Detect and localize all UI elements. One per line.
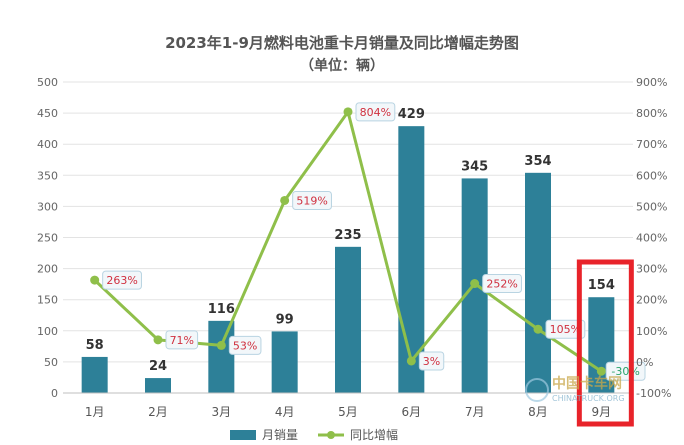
percent-label: 252%	[486, 278, 517, 291]
percent-label-box	[418, 351, 445, 371]
bar-value-label: 24	[149, 359, 167, 374]
y-right-tick-label: 500%	[636, 200, 667, 213]
y-left-tick-label: 350	[37, 169, 58, 182]
highlight-box	[576, 259, 634, 427]
legend[interactable]: 月销量 同比增幅	[230, 427, 398, 442]
bar-value-label: 116	[208, 302, 235, 317]
percent-label: 71%	[170, 334, 194, 347]
y-right-tick-label: 700%	[636, 138, 667, 151]
y-left-tick-label: 300	[37, 200, 58, 213]
legend-line-marker	[327, 431, 335, 439]
growth-point	[406, 356, 416, 366]
bar	[208, 320, 235, 393]
watermark-subtext: CHINATRUCK.ORG	[552, 394, 625, 403]
growth-point	[153, 335, 163, 345]
y-right-tick-label: 600%	[636, 169, 667, 182]
data-labels: 58 24 116 99 235 429 345 354 154 263% 71% 53% 519% 80…	[86, 102, 646, 381]
y-right-tick-label: 300%	[636, 263, 667, 276]
x-tick-label: 6月	[402, 405, 422, 419]
highlight-annotation	[576, 259, 634, 427]
bar-value-label: 354	[524, 154, 551, 169]
growth-point	[216, 340, 226, 350]
bar	[335, 246, 361, 393]
growth-point	[533, 324, 543, 334]
bar	[525, 172, 551, 393]
bar	[271, 331, 298, 393]
percent-label-box	[605, 361, 646, 381]
percent-label: 519%	[296, 194, 327, 207]
y-left-tick-label: 400	[37, 138, 58, 151]
percent-label-box	[482, 274, 522, 294]
y-left-tick-label: 250	[37, 232, 58, 245]
y-left-tick-label: 0	[51, 387, 58, 400]
watermark: 中国卡车网 CHINATRUCK.ORG	[525, 375, 625, 403]
legend-line-label: 同比增幅	[350, 427, 398, 442]
percent-label-box	[228, 335, 262, 355]
growth-point	[470, 279, 480, 289]
percent-label-box	[102, 270, 142, 290]
x-tick-label: 7月	[465, 405, 485, 419]
growth-point	[343, 107, 353, 117]
watermark-text: 中国卡车网	[552, 375, 622, 392]
x-tick-label: 8月	[528, 405, 548, 419]
y-right-tick-label: 200%	[636, 294, 667, 307]
y-right-tick-label: 400%	[636, 232, 667, 245]
bar	[81, 356, 108, 393]
x-tick-label: 2月	[148, 405, 168, 419]
y-right-tick-label: 100%	[636, 325, 667, 338]
legend-bar-label: 月销量	[262, 428, 298, 442]
growth-point	[596, 366, 606, 376]
bar-value-label: 345	[461, 159, 488, 174]
percent-label: 263%	[106, 274, 137, 287]
bar-value-label: 154	[588, 278, 615, 293]
bar	[145, 378, 171, 393]
percent-label: 53%	[233, 339, 257, 352]
bar-value-label: 429	[398, 107, 425, 122]
percent-label: 804%	[360, 106, 391, 119]
watermark-logo-icon	[525, 378, 549, 402]
bar-value-label: 99	[276, 312, 294, 327]
percent-label-box	[165, 330, 199, 350]
growth-point	[280, 195, 290, 205]
x-tick-label: 3月	[212, 405, 232, 419]
x-tick-label: 9月	[592, 405, 612, 419]
chart-subtitle: （单位：辆）	[300, 57, 384, 74]
axes: 0 -100%50 0%100 100%150 200%200 300%250 400%30…	[37, 76, 671, 419]
x-tick-label: 1月	[85, 405, 105, 419]
y-left-tick-label: 500	[37, 76, 58, 89]
y-left-tick-label: 200	[37, 263, 58, 276]
y-left-tick-label: 50	[44, 356, 58, 369]
percent-label: 105%	[550, 323, 581, 336]
percent-label: 3%	[423, 355, 440, 368]
x-tick-label: 5月	[338, 405, 358, 419]
percent-label-box	[355, 102, 396, 122]
legend-bar-swatch	[230, 430, 256, 440]
bar-value-label: 58	[86, 338, 104, 353]
y-right-tick-label: 0%	[636, 356, 653, 369]
chart-title: 2023年1-9月燃料电池重卡月销量及同比增幅走势图	[165, 34, 519, 52]
growth-point	[90, 275, 100, 285]
percent-label-box	[545, 319, 586, 339]
y-left-tick-label: 450	[37, 107, 58, 120]
y-right-tick-label: 800%	[636, 107, 667, 120]
y-right-tick-label: 900%	[636, 76, 667, 89]
y-left-tick-label: 150	[37, 294, 58, 307]
bar-value-label: 235	[334, 228, 361, 243]
percent-label-box	[292, 190, 332, 210]
y-left-tick-label: 100	[37, 325, 58, 338]
y-right-tick-label: -100%	[636, 387, 671, 400]
x-tick-label: 4月	[275, 405, 295, 419]
